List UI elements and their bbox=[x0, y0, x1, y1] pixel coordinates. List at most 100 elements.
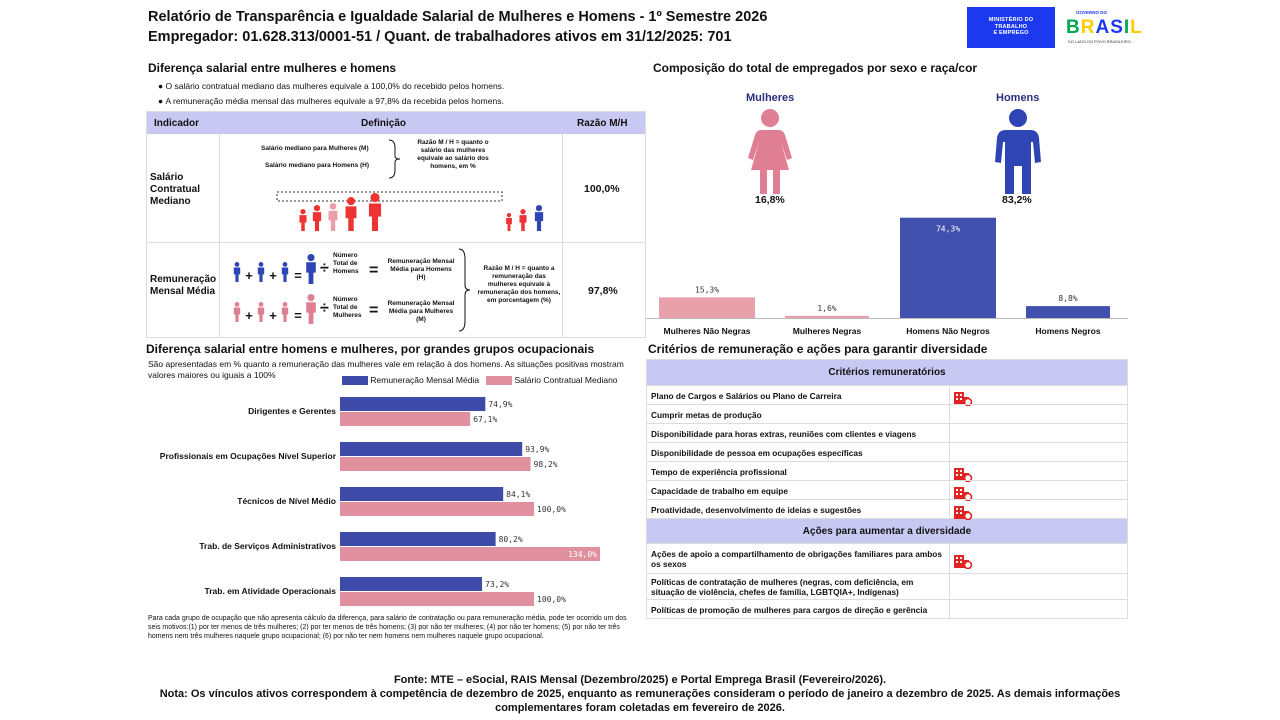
men-label: Homens bbox=[996, 92, 1040, 104]
composition-value-label: 1,6% bbox=[817, 304, 836, 313]
gov-logo-top: GOVERNO DO bbox=[1076, 10, 1108, 15]
occupation-bar bbox=[340, 502, 535, 516]
count-women-label: Número Total de Mulheres bbox=[333, 296, 362, 319]
bullet-1: ● O salário contratual mediano das mulhe… bbox=[158, 81, 505, 91]
composition-value-label: 8,8% bbox=[1058, 294, 1077, 303]
criteria-row: Cumprir metas de produção bbox=[647, 404, 1127, 423]
occupation-label: Dirigentes e Gerentes bbox=[248, 406, 336, 416]
occupation-value-label: 93,9% bbox=[525, 445, 549, 454]
composition-bar bbox=[1026, 306, 1110, 318]
occupation-label: Técnicos de Nível Médio bbox=[237, 496, 336, 506]
footer-source: Fonte: MTE – eSocial, RAIS Mensal (Dezem… bbox=[393, 674, 887, 686]
person-icon bbox=[506, 213, 512, 231]
composition-value-label: 74,3% bbox=[936, 225, 960, 234]
people-scale-icon bbox=[276, 191, 544, 231]
composition-title: Composição do total de empregados por se… bbox=[653, 61, 978, 75]
brace-icon bbox=[458, 248, 471, 332]
header-indicador: Indicador bbox=[154, 118, 200, 129]
occupational-title: Diferença salarial entre homens e mulher… bbox=[146, 342, 595, 356]
company-icon bbox=[954, 555, 973, 570]
person-icon bbox=[257, 262, 265, 282]
composition-category-label: Homens Negros bbox=[1035, 326, 1100, 336]
occupation-value-label: 98,2% bbox=[534, 460, 558, 469]
occupation-bar bbox=[340, 442, 523, 456]
man-icon bbox=[995, 109, 1041, 194]
composition-category-label: Mulheres Não Negras bbox=[664, 326, 751, 336]
svg-text:+: + bbox=[245, 308, 253, 323]
gov-logo-name: BRASIL bbox=[1066, 17, 1143, 38]
def-ratio-median: Razão M / H = quanto o salário das mulhe… bbox=[417, 139, 489, 170]
occupation-value-label: 80,2% bbox=[499, 535, 523, 544]
mte-logo-line: MINISTÉRIO DO bbox=[988, 17, 1034, 23]
value-salario: 100,0% bbox=[584, 183, 620, 195]
criteria-text: Capacidade de trabalho em equipe bbox=[651, 485, 788, 496]
composition-category-label: Homens Não Negros bbox=[906, 326, 990, 336]
company-icon bbox=[954, 467, 973, 482]
person-icon bbox=[368, 193, 382, 231]
company-icon bbox=[954, 505, 973, 520]
composition-bar bbox=[785, 315, 869, 318]
occupation-value-label: 74,9% bbox=[488, 400, 512, 409]
def-women-median: Salário mediano para Mulheres (M) bbox=[261, 145, 369, 152]
svg-text:=: = bbox=[294, 308, 302, 323]
composition-category-label: Mulheres Negras bbox=[793, 326, 862, 336]
salary-gap-title: Diferença salarial entre mulheres e home… bbox=[148, 61, 397, 75]
composition-bar-chart: 15,3% Mulheres Não Negras 1,6% Mulheres Neg… bbox=[646, 217, 1128, 336]
footer-note: Nota: Os vínculos ativos correspondem à … bbox=[159, 688, 1121, 714]
occupational-note: Para cada grupo de ocupação que não apre… bbox=[148, 615, 627, 640]
header-definicao: Definição bbox=[361, 118, 407, 129]
indicator-table-header: Indicador Definição Razão M/H bbox=[147, 112, 645, 134]
occupation-bar bbox=[340, 412, 471, 426]
person-icon bbox=[519, 209, 527, 231]
criteria-text: Políticas de promoção de mulheres para c… bbox=[651, 604, 928, 615]
count-men-label: Número Total de Homens bbox=[333, 252, 359, 275]
indicator-table: Indicador Definição Razão M/H Salário Co… bbox=[146, 111, 646, 338]
occupation-bar bbox=[340, 397, 486, 411]
mte-logo-line: TRABALHO bbox=[994, 23, 1028, 30]
occupation-value-label: 67,1% bbox=[473, 415, 497, 424]
criteria-title: Critérios de remuneração e ações para ga… bbox=[648, 342, 988, 356]
svg-text:+: + bbox=[269, 268, 277, 283]
row-label-salario: Salário Contratual Mediano bbox=[150, 172, 200, 207]
occupation-bar bbox=[340, 532, 496, 546]
criteria-row: Tempo de experiência profissional bbox=[647, 461, 1127, 482]
person-icon bbox=[534, 205, 544, 231]
women-label: Mulheres bbox=[746, 92, 795, 104]
person-icon bbox=[257, 302, 265, 322]
criteria-header-2: Ações para aumentar a diversidade bbox=[647, 518, 1127, 543]
legend-swatch-salario bbox=[486, 376, 513, 386]
header-razao: Razão M/H bbox=[577, 118, 628, 129]
occupation-bar bbox=[340, 457, 531, 471]
person-icon bbox=[233, 262, 241, 282]
company-icon bbox=[954, 391, 973, 406]
person-icon bbox=[299, 209, 307, 231]
composition-bar bbox=[659, 297, 755, 318]
company-icon bbox=[954, 486, 973, 501]
occupation-label: Trab. de Serviços Administrativos bbox=[199, 541, 336, 551]
legend-remuneracao: Remuneração Mensal Média bbox=[370, 375, 480, 385]
person-icon bbox=[312, 205, 322, 231]
composition-bar bbox=[900, 217, 996, 318]
person-icon bbox=[306, 294, 316, 324]
occupational-bar-chart: Dirigentes e Gerentes 74,9% 67,1% Profissio… bbox=[160, 397, 600, 606]
criteria-row: Disponibilidade de pessoa em ocupações e… bbox=[647, 442, 1127, 461]
occupation-bar bbox=[340, 487, 504, 501]
criteria-row: Políticas de contratação de mulheres (ne… bbox=[647, 573, 1127, 599]
gov-brasil-logo: GOVERNO DO BRASIL DO LADO DO POVO BRASIL… bbox=[1062, 7, 1143, 48]
criteria-header-1: Critérios remuneratórios bbox=[647, 360, 1127, 385]
mte-logo-line: E EMPREGO bbox=[993, 30, 1029, 36]
report-title: Relatório de Transparência e Igualdade S… bbox=[148, 9, 768, 25]
def-ratio-avg: Razão M / H = quanto a remuneração das m… bbox=[477, 265, 561, 304]
occupation-value-label: 73,2% bbox=[485, 580, 509, 589]
legend: Remuneração Mensal Média Salário Contrat… bbox=[342, 375, 618, 386]
criteria-row: Políticas de promoção de mulheres para c… bbox=[647, 599, 1127, 618]
criteria-text: Disponibilidade de pessoa em ocupações e… bbox=[651, 447, 863, 458]
person-icon bbox=[233, 302, 241, 322]
person-icon bbox=[281, 262, 289, 282]
avg-women-label: Remuneração Mensal Média para Mulheres (… bbox=[387, 300, 455, 323]
occupation-label: Profissionais em Ocupações Nível Superio… bbox=[160, 451, 337, 461]
bullet-2: ● A remuneração média mensal das mulhere… bbox=[158, 96, 504, 106]
woman-icon bbox=[748, 109, 792, 194]
people-sum-icon: + + = + + = bbox=[233, 254, 316, 324]
criteria-row: Plano de Cargos e Salários ou Plano de C… bbox=[647, 385, 1127, 406]
